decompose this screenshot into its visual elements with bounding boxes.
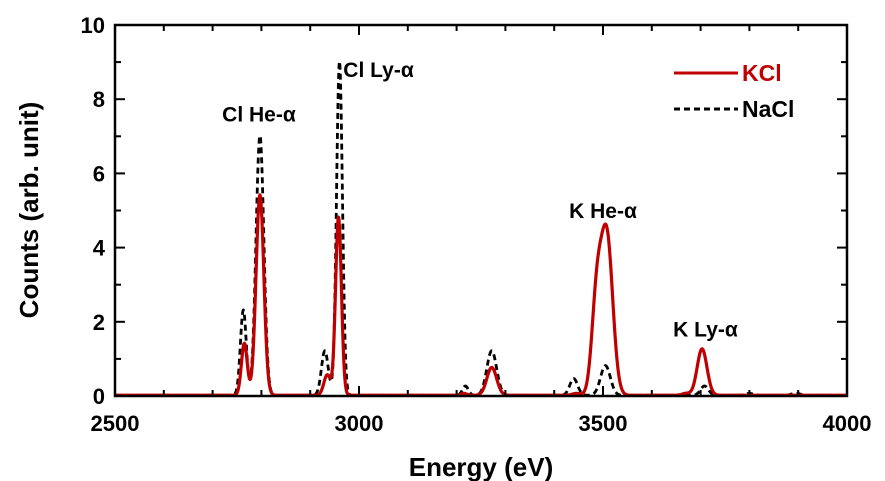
legend-label-kcl: KCl	[742, 60, 782, 86]
legend-label-nacl: NaCl	[742, 96, 794, 122]
y-tick-label: 0	[93, 384, 105, 409]
y-tick-label: 6	[93, 161, 105, 186]
peak-label: Cl He-α	[222, 103, 296, 126]
x-tick-label: 4000	[823, 411, 872, 436]
legend: KCl NaCl	[674, 60, 794, 122]
peak-label: Cl Ly-α	[343, 59, 414, 82]
axis-ticks	[114, 24, 848, 397]
x-tick-label: 2500	[91, 411, 140, 436]
y-tick-label: 2	[93, 310, 105, 335]
tick-labels: 2500 3000 3500 4000 0 2 4 6 8 10	[81, 13, 872, 436]
y-tick-label: 8	[93, 87, 105, 112]
x-tick-label: 3000	[335, 411, 384, 436]
series-line-kcl	[113, 193, 849, 397]
y-tick-label: 10	[81, 13, 105, 38]
peak-label: K Ly-α	[673, 319, 738, 342]
x-axis-title: Energy (eV)	[409, 452, 554, 481]
peak-label: K He-α	[569, 200, 637, 223]
y-axis-title: Counts (arb. unit)	[14, 102, 44, 319]
y-tick-label: 4	[93, 236, 106, 261]
x-tick-label: 3500	[579, 411, 628, 436]
peak-annotations: Cl He-α Cl Ly-α K He-α K Ly-α	[222, 59, 738, 342]
